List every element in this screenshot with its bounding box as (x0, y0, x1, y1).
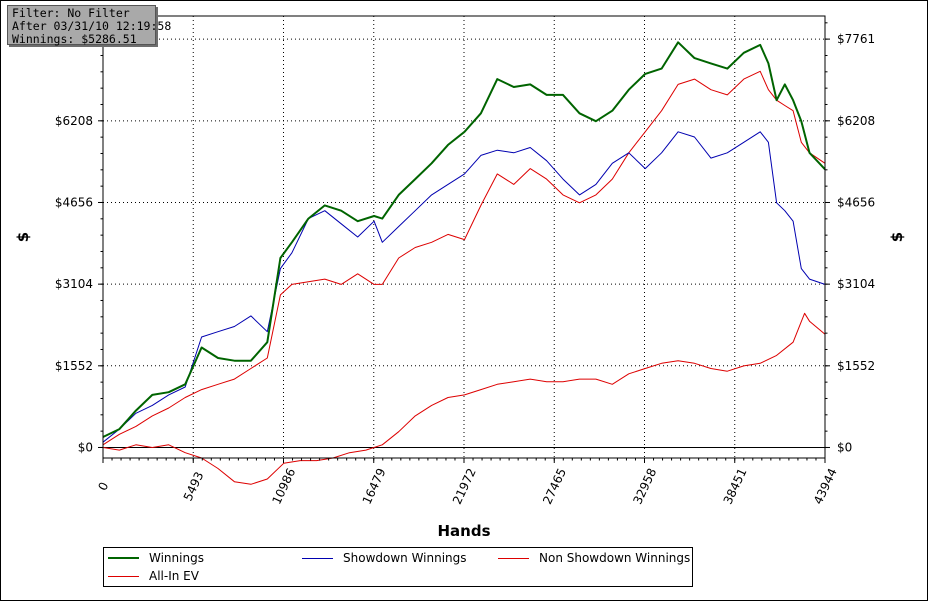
grid (103, 16, 825, 458)
series-line-winnings (102, 41, 826, 438)
y-tick-label-right: $3104 (837, 277, 875, 291)
x-tick-label: 32958 (630, 466, 659, 507)
legend-swatch-showdown (302, 557, 333, 559)
legend-label-winnings: Winnings (149, 551, 204, 565)
legend-item-showdown: Showdown Winnings (302, 550, 467, 566)
y-tick-label-right: $4656 (837, 195, 875, 209)
filter-info-box: Filter: No Filter After 03/31/10 12:19:5… (7, 5, 172, 46)
legend-item-all-in-ev: All-In EV (108, 568, 199, 584)
legend-item-winnings: Winnings (108, 550, 204, 566)
series-line-showdown-winnings (102, 131, 826, 443)
legend-swatch-winnings (108, 557, 139, 559)
legend-label-showdown: Showdown Winnings (343, 551, 467, 565)
series-lines (102, 41, 826, 485)
y-tick-label-left: $0 (78, 440, 93, 454)
y-tick-label-left: $3104 (55, 277, 93, 291)
y-tick-label-right: $1552 (837, 359, 875, 373)
x-tick-label: 16479 (360, 466, 389, 507)
after-date-text: After 03/31/10 12:19:58 (12, 19, 172, 33)
legend-item-non-showdown: Non Showdown Winnings (498, 550, 690, 566)
filter-text: Filter: No Filter (12, 6, 130, 20)
x-tick-label: 38451 (721, 466, 750, 507)
legend-swatch-non-showdown (498, 557, 529, 559)
x-tick-label: 0 (95, 480, 111, 493)
x-axis-title: Hands (437, 522, 490, 540)
y-tick-label-right: $0 (837, 440, 852, 454)
y-axis-title-right: $ (888, 232, 906, 242)
y-tick-label-right: $6208 (837, 114, 875, 128)
legend-label-all-in-ev: All-In EV (149, 569, 199, 583)
x-tick-label: 21972 (450, 466, 479, 507)
y-tick-label-left: $4656 (55, 195, 93, 209)
y-tick-label-left: $1552 (55, 359, 93, 373)
tick-labels: 0 5493 10986 16479 21972 27465 32958 38451 43944… (55, 32, 875, 506)
x-tick-label: 43944 (811, 466, 840, 507)
y-axis-title-left: $ (14, 232, 32, 242)
series-line-non-showdown-winnings (102, 70, 826, 446)
y-tick-label-left: $6208 (55, 114, 93, 128)
x-tick-label: 27465 (540, 466, 569, 507)
chart-legend: Winnings Showdown Winnings Non Showdown … (103, 547, 693, 587)
winnings-total-text: Winnings: $5286.51 (12, 32, 137, 46)
legend-label-non-showdown: Non Showdown Winnings (539, 551, 691, 565)
series-line-all-in-ev (102, 312, 826, 485)
x-tick-label: 5493 (181, 470, 207, 504)
legend-swatch-all-in-ev (108, 575, 139, 577)
y-tick-label-right: $7761 (837, 32, 875, 46)
